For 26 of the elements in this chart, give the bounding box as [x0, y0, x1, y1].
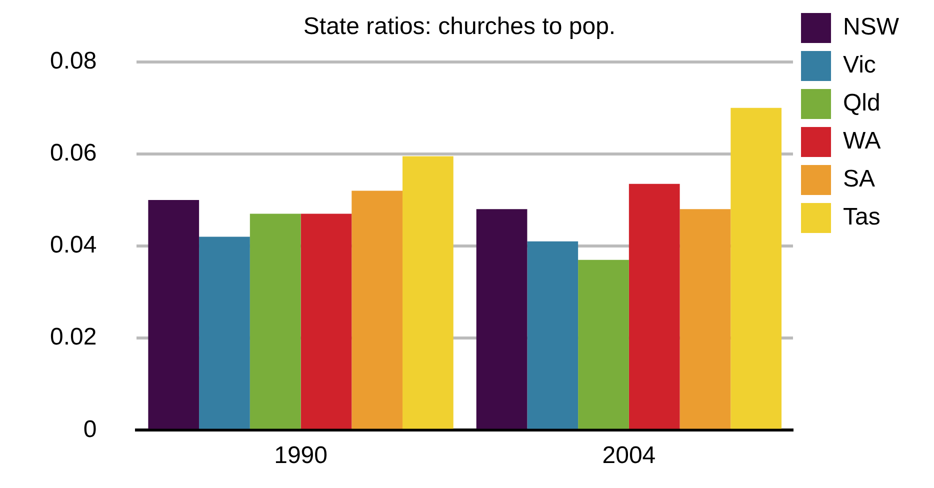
y-tick-label: 0.04	[50, 232, 97, 259]
bar	[578, 260, 629, 429]
bar	[199, 236, 250, 429]
x-tick-label: 2004	[602, 442, 656, 470]
legend-label: NSW	[843, 14, 900, 41]
bar	[250, 214, 301, 429]
bar	[476, 209, 528, 429]
bar	[300, 214, 352, 429]
bar	[527, 241, 578, 429]
legend-label: SA	[843, 166, 876, 193]
bar	[680, 209, 731, 429]
legend-label: Tas	[843, 204, 880, 231]
bar	[628, 184, 680, 429]
y-tick-label: 0	[83, 416, 97, 443]
legend-label: WA	[843, 128, 881, 155]
bar	[352, 190, 403, 429]
chart-title: State ratios: churches to pop.	[303, 13, 616, 40]
bar	[730, 108, 782, 429]
y-tick-label: 0.08	[50, 47, 97, 74]
y-tick-label: 0.02	[50, 324, 97, 351]
legend-label: Qld	[843, 90, 880, 117]
x-tick-label: 1990	[274, 442, 328, 470]
bar	[402, 156, 454, 429]
y-tick-label: 0.06	[50, 140, 97, 167]
legend-label: Vic	[843, 52, 876, 79]
bar	[148, 200, 200, 429]
